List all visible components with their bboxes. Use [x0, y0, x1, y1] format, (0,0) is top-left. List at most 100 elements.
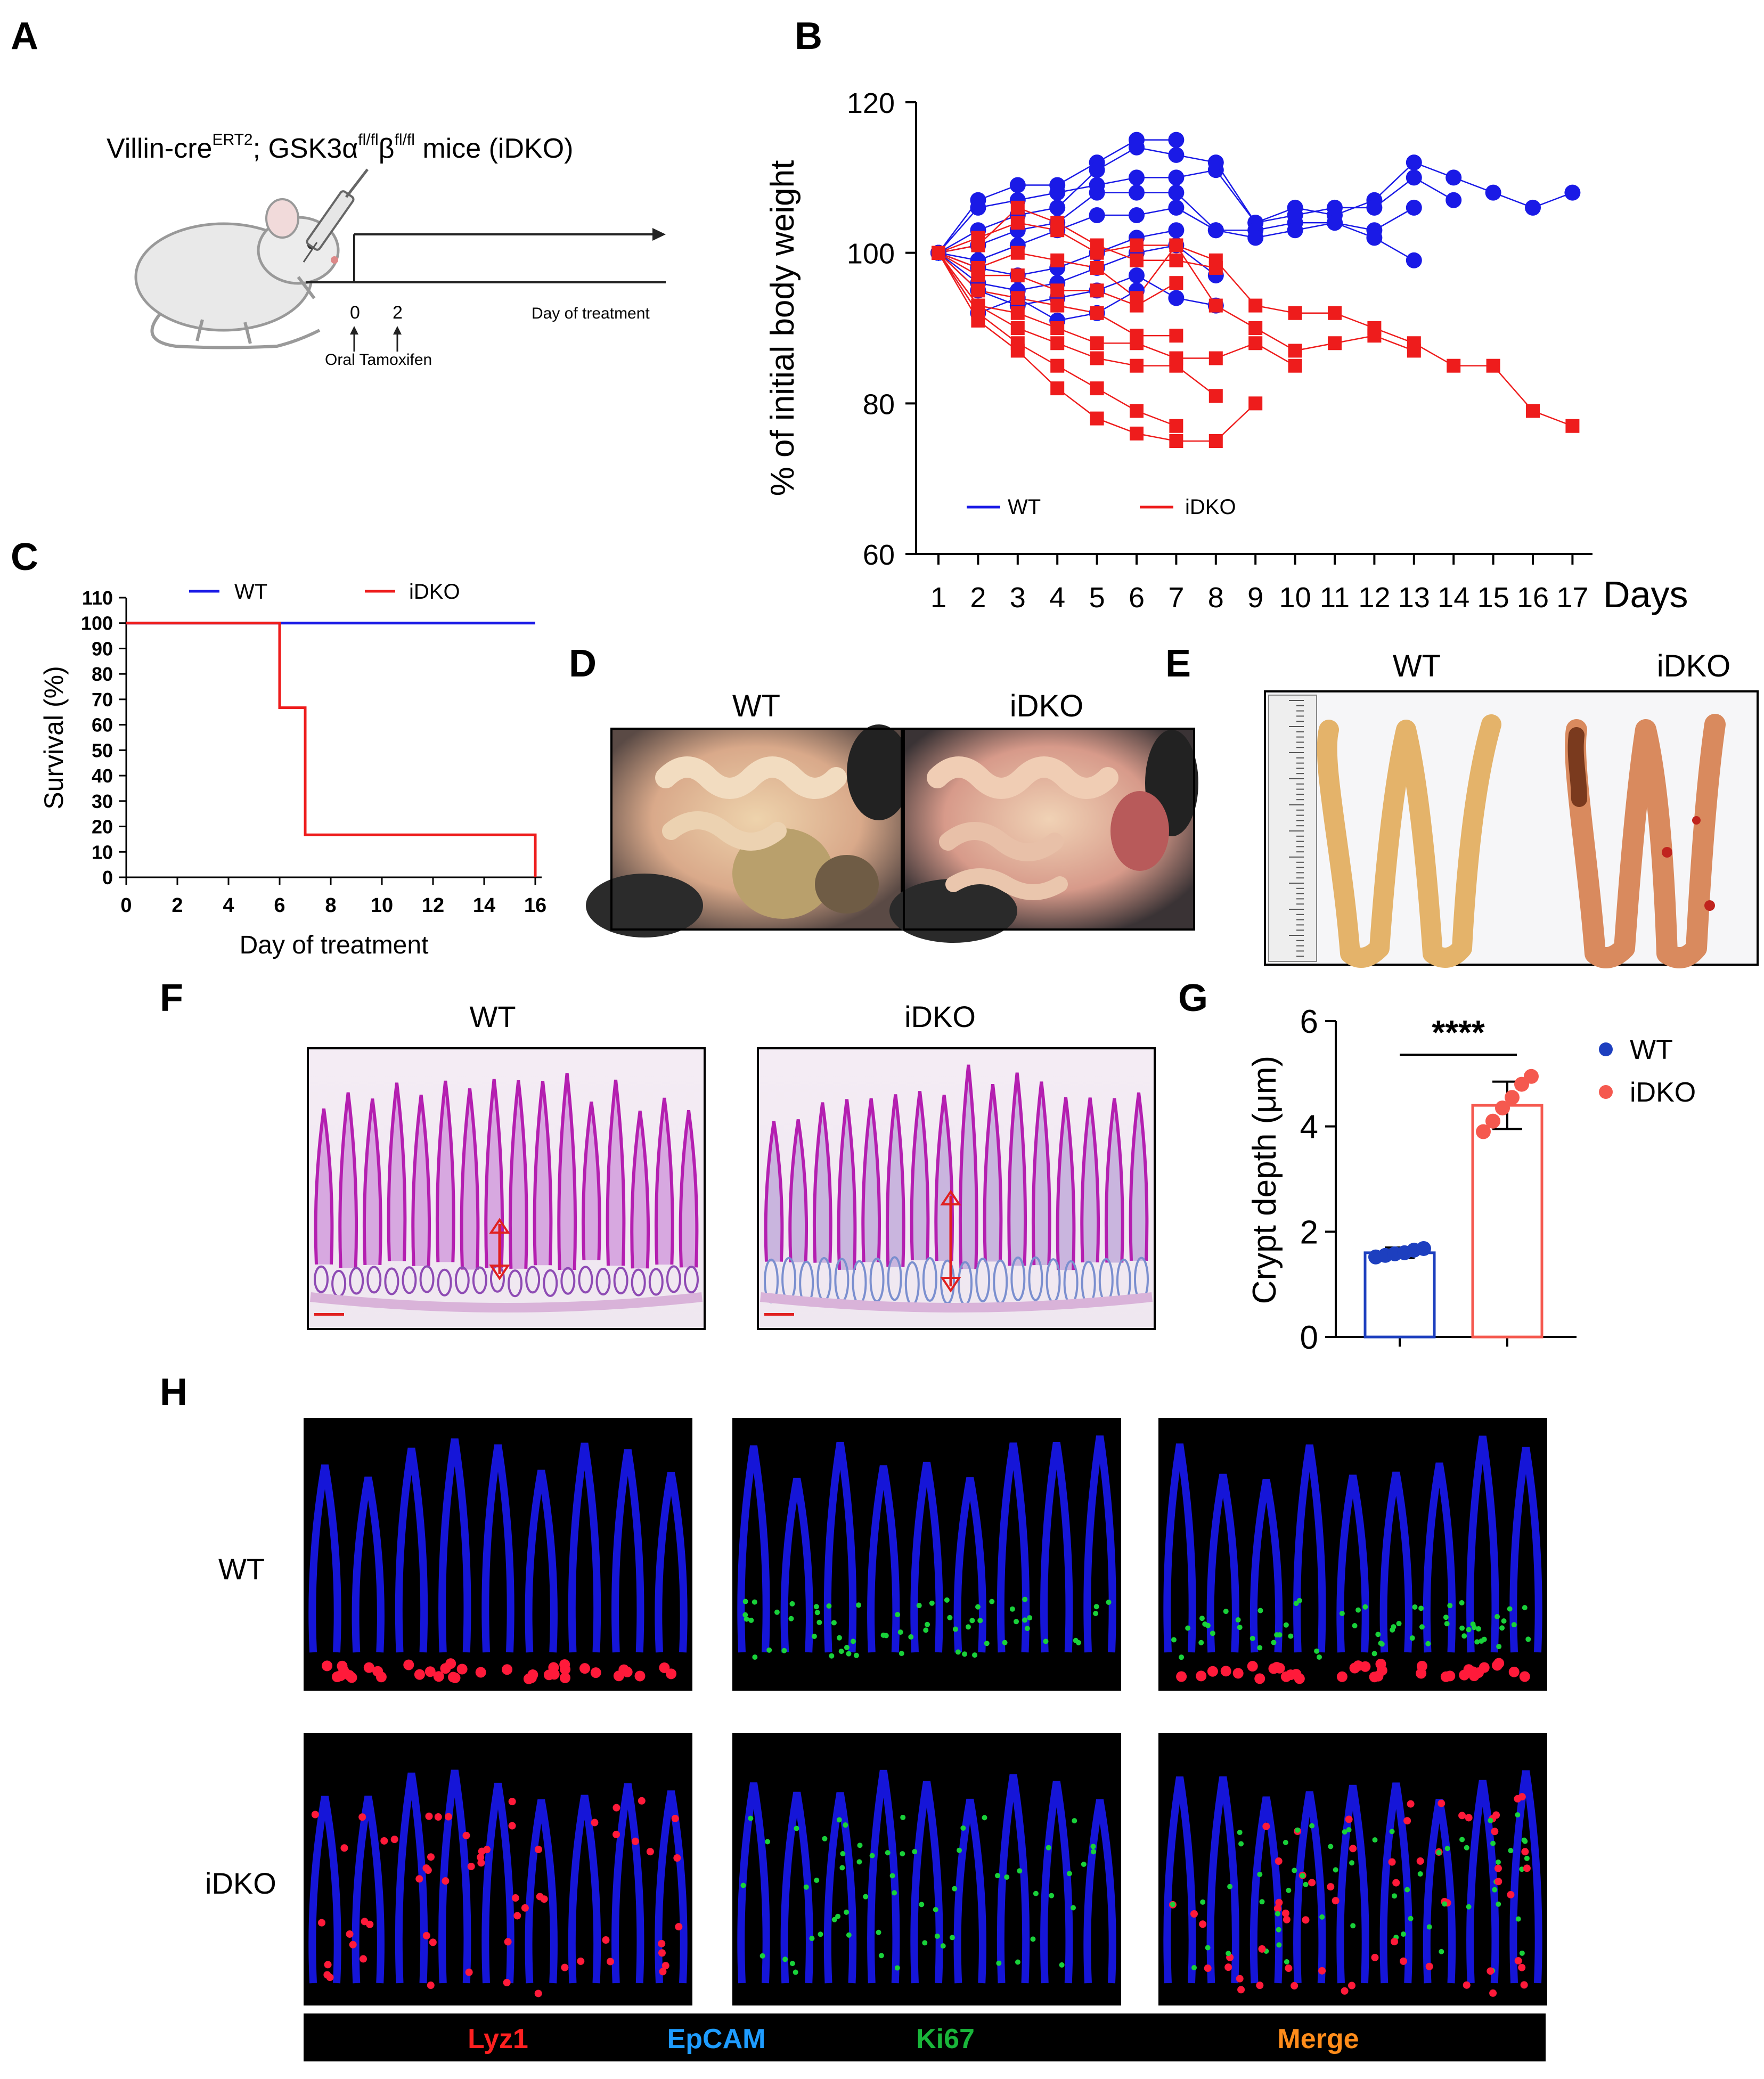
ki67-signal — [1237, 1625, 1243, 1630]
ki67-signal — [957, 1847, 962, 1853]
g-bar-idko — [1471, 1104, 1544, 1339]
ki67-signal — [1375, 1632, 1381, 1637]
ki67-signal — [1496, 1901, 1501, 1907]
lyz1-signal — [671, 1814, 679, 1822]
villus — [1129, 1092, 1149, 1261]
lyz1-signal — [445, 1813, 453, 1821]
ki67-signal — [1030, 1936, 1036, 1942]
lyz1-signal — [1349, 1845, 1357, 1853]
panel-f: WT iDKO — [307, 1000, 1156, 1330]
b-point-idko — [1169, 238, 1183, 252]
epcam-villus — [1083, 1435, 1116, 1653]
b-point-wt — [1446, 169, 1462, 186]
crypt — [595, 1268, 611, 1296]
panel-label-d: D — [569, 642, 597, 685]
b-point-wt — [1129, 139, 1145, 156]
ki67-signal — [835, 1913, 841, 1919]
epcam-villus — [1509, 1447, 1542, 1653]
lyz1-signal — [1285, 1964, 1293, 1972]
b-point-idko — [1248, 396, 1263, 411]
lyz1-signal — [322, 1660, 333, 1672]
lyz1-signal — [1494, 1878, 1502, 1886]
ki67-signal — [912, 1849, 918, 1855]
b-x-tick-label: 17 — [1556, 582, 1588, 614]
lyz1-signal — [638, 1797, 646, 1805]
b-point-wt — [970, 192, 986, 208]
b-point-idko — [1288, 358, 1302, 373]
lyz1-signal — [504, 1938, 512, 1946]
arrowhead — [940, 1189, 961, 1205]
c-y-tick-label: 30 — [92, 790, 113, 812]
ki67-signal — [1014, 1619, 1019, 1625]
ki67-signal — [1276, 1942, 1282, 1948]
lyz1-signal — [634, 1670, 646, 1682]
ki67-signal — [923, 1627, 929, 1633]
h-image-wt-3 — [1158, 1418, 1547, 1691]
lyz1-signal — [560, 1664, 571, 1675]
b-x-tick-label: 15 — [1477, 582, 1509, 614]
ki67-signal — [900, 1814, 906, 1820]
b-x-tick-label: 12 — [1358, 582, 1390, 614]
b-point-idko — [1050, 381, 1065, 396]
lyz1-signal — [440, 1663, 451, 1674]
epcam-villus — [611, 1783, 644, 1984]
b-point-idko — [1010, 216, 1025, 230]
ki67-signal — [1408, 1915, 1414, 1921]
lyz1-signal — [508, 1822, 516, 1830]
c-y-axis-label: Survival (%) — [39, 666, 69, 809]
crypt — [613, 1267, 628, 1295]
b-y-tick-label: 80 — [863, 388, 895, 420]
ki67-signal — [1508, 1848, 1514, 1854]
lyz1-signal — [1327, 1883, 1335, 1891]
lyz1-signal — [1440, 1671, 1451, 1682]
epcam-villus — [823, 1441, 857, 1653]
epcam-villus — [1423, 1462, 1456, 1653]
lyz1-signal — [1518, 1793, 1526, 1801]
b-point-wt — [1168, 184, 1185, 201]
lyz1-signal — [465, 1968, 473, 1976]
lyz1-signal — [659, 1662, 670, 1673]
villus — [910, 1091, 930, 1261]
c-y-tick-label: 50 — [92, 739, 113, 761]
h-image-wt-2 — [732, 1418, 1121, 1691]
panel-label-e: E — [1165, 642, 1191, 685]
ki67-signal — [1066, 1871, 1072, 1877]
villus — [314, 1108, 334, 1265]
epcam-villus — [1250, 1479, 1283, 1653]
lyz1-signal — [1494, 1864, 1502, 1872]
crypt — [631, 1268, 646, 1297]
ki67-signal — [1396, 1620, 1402, 1626]
ki67-signal — [1009, 1606, 1015, 1612]
ki67-signal — [836, 1817, 842, 1823]
b-point-idko — [971, 231, 985, 245]
lyz1-signal — [434, 1813, 442, 1821]
ki67-signal — [1257, 1608, 1263, 1613]
g-bar-wt — [1363, 1251, 1436, 1339]
ki67-signal — [1371, 1651, 1377, 1657]
lyz1-signal — [1489, 1989, 1497, 1997]
ki67-signal — [955, 1649, 961, 1655]
lyz1-signal — [1416, 1668, 1427, 1679]
crypt — [384, 1267, 399, 1295]
e-photo-colons — [1264, 690, 1759, 968]
ki67-signal — [1170, 1902, 1175, 1907]
b-point-wt — [1525, 199, 1541, 216]
lyz1-signal — [1391, 1938, 1399, 1946]
ki67-signal — [1461, 1633, 1467, 1639]
ki67-signal — [1179, 1654, 1185, 1660]
b-point-idko — [1090, 381, 1104, 396]
ki67-signal — [952, 1626, 958, 1632]
panel-label-f: F — [160, 977, 183, 1020]
lyz1-signal — [1176, 1671, 1187, 1682]
c-x-tick-label: 16 — [524, 894, 546, 917]
ki67-signal — [1257, 1871, 1263, 1877]
b-point-idko — [1248, 336, 1263, 350]
b-point-idko — [1010, 246, 1025, 260]
lyz1-signal — [508, 1798, 516, 1806]
epcam-villus — [352, 1796, 385, 1984]
villus — [411, 1094, 431, 1266]
f-label-idko: iDKO — [904, 1000, 976, 1033]
ki67-signal — [1303, 1881, 1309, 1887]
lyz1-signal — [1345, 1815, 1353, 1823]
ki67-signal — [1106, 1599, 1112, 1605]
